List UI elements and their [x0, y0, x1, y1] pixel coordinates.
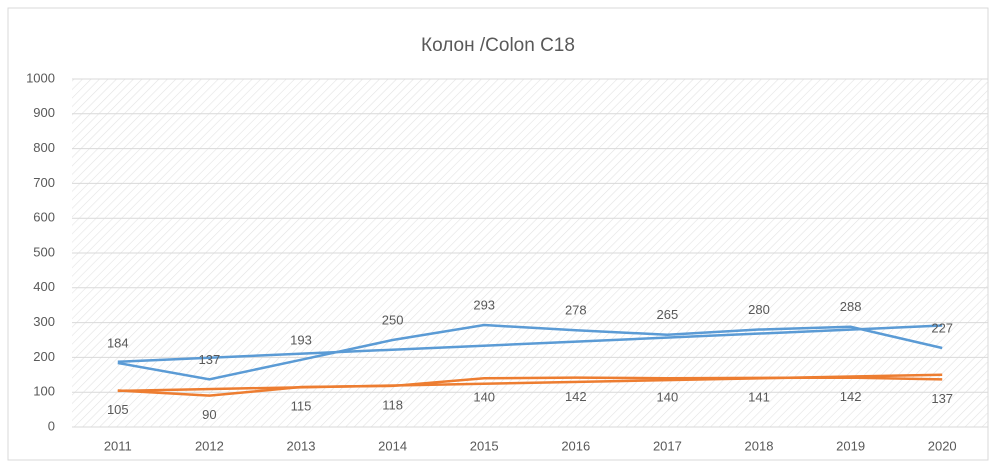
y-tick-label: 800 [33, 140, 55, 155]
x-tick-label: 2014 [378, 438, 407, 453]
y-tick-label: 700 [33, 175, 55, 190]
y-tick-label: 400 [33, 279, 55, 294]
y-tick-label: 200 [33, 349, 55, 364]
y-tick-label: 900 [33, 105, 55, 120]
y-tick-label: 600 [33, 210, 55, 225]
data-label: 140 [657, 390, 679, 405]
data-label: 140 [473, 390, 495, 405]
data-label: 265 [657, 307, 679, 322]
data-label: 141 [748, 389, 770, 404]
series-line [117, 323, 943, 381]
x-tick-label: 2012 [195, 438, 224, 453]
data-label: 137 [931, 391, 953, 406]
y-tick-label: 1000 [26, 70, 55, 85]
x-tick-label: 2019 [836, 438, 865, 453]
x-tick-label: 2011 [104, 438, 132, 453]
y-tick-label: 0 [48, 418, 55, 433]
y-tick-label: 500 [33, 244, 55, 259]
data-label: 90 [202, 407, 216, 422]
data-label: 250 [382, 312, 404, 327]
trendline [117, 324, 943, 364]
chart-title: Колон /Colon C18 [421, 35, 575, 56]
x-tick-label: 2017 [653, 438, 682, 453]
data-label: 280 [748, 302, 770, 317]
data-label: 115 [291, 398, 312, 413]
data-label: 142 [565, 389, 587, 404]
data-label: 288 [840, 299, 862, 314]
data-label: 293 [473, 297, 495, 312]
data-label: 105 [107, 402, 129, 417]
x-tick-label: 2018 [745, 438, 774, 453]
x-tick-label: 2015 [470, 438, 499, 453]
x-tick-label: 2020 [928, 438, 957, 453]
data-label: 184 [107, 335, 129, 350]
data-label: 118 [382, 397, 403, 412]
x-tick-label: 2013 [287, 438, 316, 453]
y-tick-label: 100 [33, 384, 55, 399]
data-label: 278 [565, 303, 587, 318]
data-label: 142 [840, 389, 862, 404]
trendline [117, 373, 943, 393]
data-label: 193 [290, 332, 312, 347]
x-tick-label: 2016 [561, 438, 590, 453]
y-tick-label: 300 [33, 314, 55, 329]
data-label: 137 [199, 352, 221, 367]
data-label: 227 [931, 320, 953, 335]
